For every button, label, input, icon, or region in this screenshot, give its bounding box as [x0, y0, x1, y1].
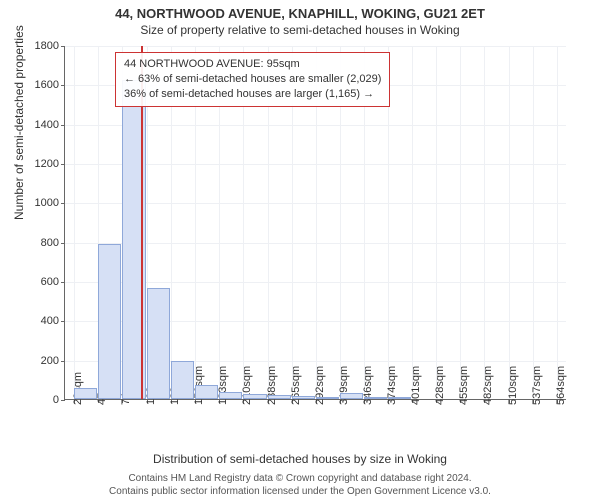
histogram-bar	[268, 395, 291, 399]
gridline-v	[533, 46, 534, 399]
footer-line-1: Contains HM Land Registry data © Crown c…	[0, 473, 600, 486]
ytick-label: 1600	[35, 79, 65, 91]
gridline-v	[484, 46, 485, 399]
histogram-bar	[219, 392, 242, 399]
xtick-label: 401sqm	[410, 366, 422, 405]
footer-line-2: Contains public sector information licen…	[0, 486, 600, 499]
histogram-bar	[316, 397, 339, 399]
xtick-label: 210sqm	[241, 366, 253, 405]
ytick-label: 200	[41, 355, 65, 367]
gridline-v	[412, 46, 413, 399]
histogram-bar	[292, 396, 315, 399]
xtick-label: 510sqm	[507, 366, 519, 405]
ytick-label: 800	[41, 237, 65, 249]
ytick-label: 0	[53, 394, 65, 406]
histogram-bar	[340, 393, 363, 399]
histogram-bar	[171, 361, 194, 399]
xtick-label: 428sqm	[434, 366, 446, 405]
histogram-bar	[74, 388, 97, 399]
annotation-line: ← 63% of semi-detached houses are smalle…	[124, 72, 381, 87]
chart-title-sub: Size of property relative to semi-detach…	[0, 23, 600, 37]
xtick-label: 482sqm	[482, 366, 494, 405]
histogram-bar	[98, 244, 121, 399]
ytick-label: 400	[41, 315, 65, 327]
xtick-label: 537sqm	[531, 366, 543, 405]
chart-title-main: 44, NORTHWOOD AVENUE, KNAPHILL, WOKING, …	[0, 6, 600, 21]
chart-area: 02004006008001000120014001600180020sqm47…	[64, 46, 566, 400]
plot-area: 02004006008001000120014001600180020sqm47…	[64, 46, 566, 400]
gridline-v	[436, 46, 437, 399]
histogram-bar	[195, 385, 218, 399]
annotation-line: 36% of semi-detached houses are larger (…	[124, 87, 381, 102]
histogram-bar	[243, 394, 267, 399]
y-axis-label: Number of semi-detached properties	[12, 25, 26, 220]
ytick-label: 600	[41, 276, 65, 288]
xtick-label: 265sqm	[290, 366, 302, 405]
annotation-box: 44 NORTHWOOD AVENUE: 95sqm← 63% of semi-…	[115, 52, 390, 107]
gridline-v	[557, 46, 558, 399]
xtick-label: 319sqm	[338, 366, 350, 405]
xtick-label: 292sqm	[314, 366, 326, 405]
gridline-v	[460, 46, 461, 399]
x-axis-label: Distribution of semi-detached houses by …	[0, 452, 600, 466]
annotation-line: 44 NORTHWOOD AVENUE: 95sqm	[124, 57, 381, 72]
gridline-v	[509, 46, 510, 399]
title-block: 44, NORTHWOOD AVENUE, KNAPHILL, WOKING, …	[0, 0, 600, 37]
histogram-bar	[388, 397, 411, 399]
xtick-label: 374sqm	[386, 366, 398, 405]
footer-attribution: Contains HM Land Registry data © Crown c…	[0, 473, 600, 498]
xtick-label: 346sqm	[362, 366, 374, 405]
ytick-label: 1200	[35, 158, 65, 170]
xtick-label: 564sqm	[555, 366, 567, 405]
xtick-label: 455sqm	[458, 366, 470, 405]
histogram-bar	[147, 288, 170, 399]
xtick-label: 238sqm	[266, 366, 278, 405]
histogram-bar	[364, 397, 388, 399]
gridline-v	[74, 46, 75, 399]
ytick-label: 1800	[35, 40, 65, 52]
xtick-label: 183sqm	[217, 366, 229, 405]
ytick-label: 1000	[35, 197, 65, 209]
ytick-label: 1400	[35, 119, 65, 131]
